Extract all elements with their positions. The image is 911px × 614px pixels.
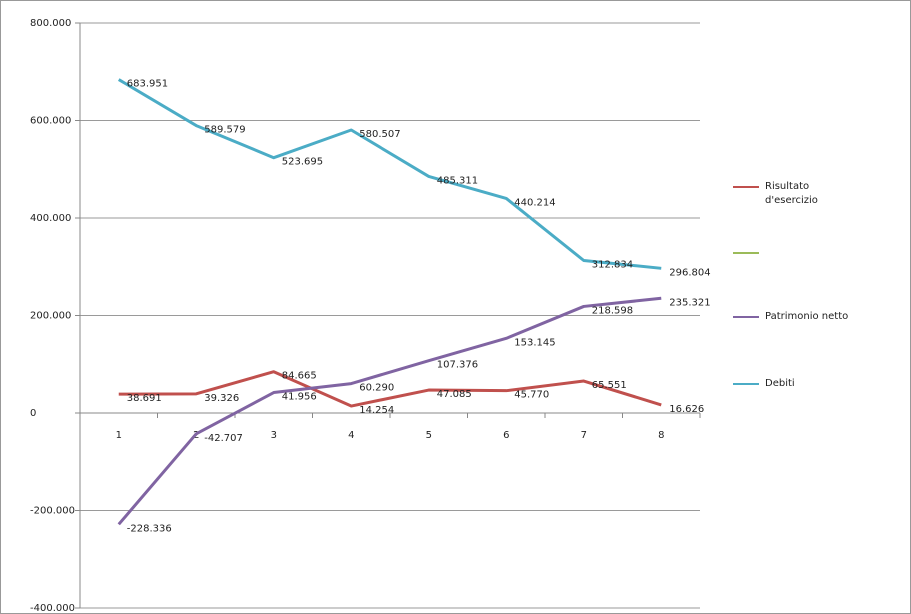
- data-label: 312.834: [592, 259, 633, 270]
- data-label: 16.626: [669, 404, 704, 415]
- y-tick-label: 0: [30, 408, 36, 419]
- data-label: 218.598: [592, 305, 633, 316]
- data-label: 41.956: [282, 392, 317, 403]
- legend-swatch: [733, 252, 759, 254]
- data-label: 296.804: [669, 267, 710, 278]
- legend-swatch: [733, 383, 759, 385]
- legend-swatch: [733, 186, 759, 188]
- data-label: 523.695: [282, 157, 323, 168]
- legend-swatch: [733, 316, 759, 318]
- data-label: 683.951: [127, 79, 168, 90]
- data-label: 60.290: [359, 383, 394, 394]
- x-tick-label: 3: [271, 430, 277, 441]
- y-tick-label: -200.000: [30, 506, 75, 517]
- y-tick-label: 200.000: [30, 311, 71, 322]
- data-label: 38.691: [127, 393, 162, 404]
- y-tick-label: 600.000: [30, 116, 71, 127]
- x-tick-label: 8: [658, 430, 664, 441]
- data-label: 580.507: [359, 129, 400, 140]
- data-label: 84.665: [282, 371, 317, 382]
- data-label: 39.326: [204, 393, 239, 404]
- y-tick-label: -400.000: [30, 603, 75, 614]
- legend-label: Patrimonio netto: [765, 311, 849, 322]
- data-label: 235.321: [669, 297, 710, 308]
- y-tick-label: 800.000: [30, 18, 71, 29]
- data-label: 440.214: [514, 197, 555, 208]
- data-label: 47.085: [437, 389, 472, 400]
- data-label: 14.254: [359, 405, 394, 416]
- data-label: 45.770: [514, 390, 549, 401]
- series-line: [117, 296, 662, 526]
- series-line: [117, 78, 662, 270]
- data-label: 65.551: [592, 380, 627, 391]
- x-tick-label: 5: [426, 430, 432, 441]
- data-label: 107.376: [437, 360, 478, 371]
- x-tick-label: 6: [503, 430, 509, 441]
- data-label: 589.579: [204, 125, 245, 136]
- data-label: -42.707: [204, 433, 243, 444]
- legend-label: Debiti: [765, 378, 795, 389]
- data-label: 153.145: [514, 337, 555, 348]
- x-tick-label: 1: [116, 430, 122, 441]
- x-tick-label: 4: [348, 430, 354, 441]
- data-label: 485.311: [437, 175, 478, 186]
- y-tick-label: 400.000: [30, 213, 71, 224]
- series-line: [118, 370, 662, 408]
- x-tick-label: 7: [581, 430, 587, 441]
- legend-label: Risultato d'esercizio: [765, 181, 818, 206]
- data-label: -228.336: [127, 523, 172, 534]
